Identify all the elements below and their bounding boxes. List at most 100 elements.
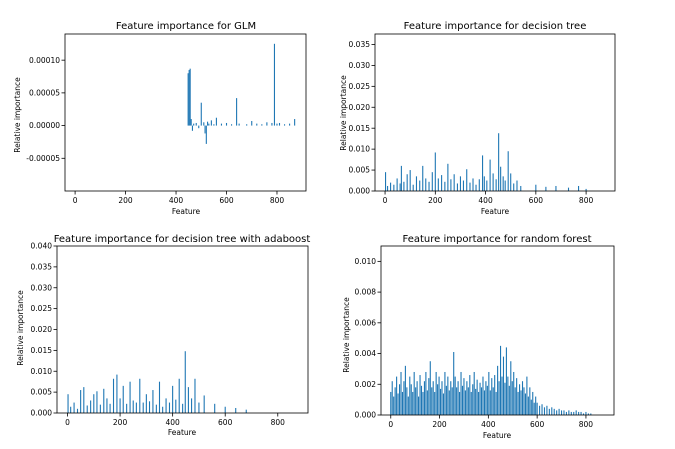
- bar: [191, 398, 193, 413]
- bar: [198, 125, 200, 129]
- bar: [454, 376, 456, 415]
- bar: [532, 391, 534, 415]
- bar: [585, 411, 587, 415]
- bar: [178, 378, 180, 413]
- bar: [553, 408, 555, 415]
- bar: [401, 391, 404, 415]
- bar: [99, 404, 101, 413]
- bar: [587, 413, 589, 415]
- y-tick-label: 0.035: [31, 262, 53, 271]
- axes-frame: [374, 33, 616, 192]
- bar: [276, 123, 278, 126]
- bar: [482, 376, 484, 415]
- bar: [238, 123, 240, 126]
- y-tick-label: 0.004: [355, 349, 377, 358]
- bar: [106, 398, 108, 413]
- bar: [409, 170, 411, 191]
- bar: [220, 123, 223, 126]
- bar: [116, 374, 118, 413]
- bar: [162, 406, 164, 413]
- y-tick-label: 0.020: [31, 325, 53, 334]
- bar: [198, 402, 200, 413]
- bar: [182, 403, 184, 413]
- bar: [575, 410, 577, 415]
- bar: [187, 387, 189, 413]
- bar: [213, 124, 215, 126]
- bar: [431, 387, 433, 415]
- x-tick-label: 600: [529, 196, 544, 205]
- bar: [387, 185, 389, 191]
- bar: [399, 183, 401, 191]
- bar: [475, 388, 477, 415]
- bar: [448, 390, 450, 415]
- bar: [466, 381, 468, 415]
- bar: [438, 376, 440, 415]
- x-tick-label: 600: [219, 196, 234, 205]
- bar: [410, 384, 412, 415]
- y-tick-label: -0.00005: [26, 154, 60, 163]
- x-tick-label: 800: [579, 420, 594, 429]
- y-tick-label: 0.000: [355, 411, 377, 420]
- bar: [456, 183, 458, 191]
- bar: [444, 371, 446, 415]
- bar: [492, 387, 494, 415]
- bar: [466, 169, 468, 191]
- y-tick-label: 0.00000: [29, 121, 60, 130]
- bar: [442, 393, 445, 415]
- adaboost-importance-chart: Feature importance for decision tree wit…: [16, 234, 310, 437]
- bar: [126, 403, 128, 413]
- y-tick-label: 0.008: [355, 288, 377, 297]
- decision-tree-importance-chart: Feature importance for decision tree Fea…: [339, 21, 616, 216]
- bar: [135, 402, 137, 413]
- bar: [459, 176, 461, 191]
- y-tick-label: 0.006: [355, 318, 377, 327]
- bar: [428, 378, 430, 415]
- bar: [567, 187, 570, 191]
- bar: [235, 407, 237, 413]
- bar: [464, 390, 466, 415]
- bar: [453, 352, 455, 415]
- bar: [432, 381, 434, 415]
- bar: [578, 411, 580, 415]
- x-tick-label: 800: [579, 196, 594, 205]
- bar: [428, 181, 430, 191]
- bar: [486, 180, 488, 191]
- bar: [469, 182, 471, 191]
- bar: [504, 180, 506, 191]
- bar: [519, 384, 521, 415]
- bar: [80, 390, 82, 413]
- bar: [409, 376, 411, 415]
- bar: [214, 403, 216, 413]
- bar: [535, 184, 537, 191]
- y-tick-label: 0.00010: [29, 56, 60, 65]
- bar: [415, 176, 418, 191]
- bar: [578, 185, 580, 191]
- chart-title: Feature importance for random forest: [403, 234, 592, 245]
- bar: [429, 361, 431, 415]
- bar: [526, 376, 528, 415]
- chart-title: Feature importance for GLM: [116, 21, 256, 32]
- x-axis-label: Feature: [481, 207, 510, 216]
- y-tick-label: 0.025: [31, 304, 53, 313]
- y-tick-label: 0.025: [349, 82, 371, 91]
- bar: [524, 393, 526, 415]
- bar: [412, 391, 414, 415]
- bar: [521, 381, 524, 415]
- bar: [439, 388, 442, 415]
- bar: [479, 382, 481, 415]
- bar: [447, 163, 449, 191]
- bar: [261, 124, 263, 126]
- bar: [158, 381, 161, 413]
- bar: [488, 371, 490, 415]
- y-axis-label: Relative importance: [339, 75, 348, 151]
- bar: [548, 408, 550, 415]
- bar: [516, 378, 518, 415]
- bar: [476, 379, 478, 415]
- chart-title: Feature importance for decision tree: [404, 21, 587, 32]
- bar: [492, 173, 494, 191]
- bar: [505, 347, 507, 415]
- bar: [245, 409, 247, 413]
- bar: [396, 178, 398, 191]
- bar: [129, 381, 131, 413]
- bar: [419, 180, 421, 191]
